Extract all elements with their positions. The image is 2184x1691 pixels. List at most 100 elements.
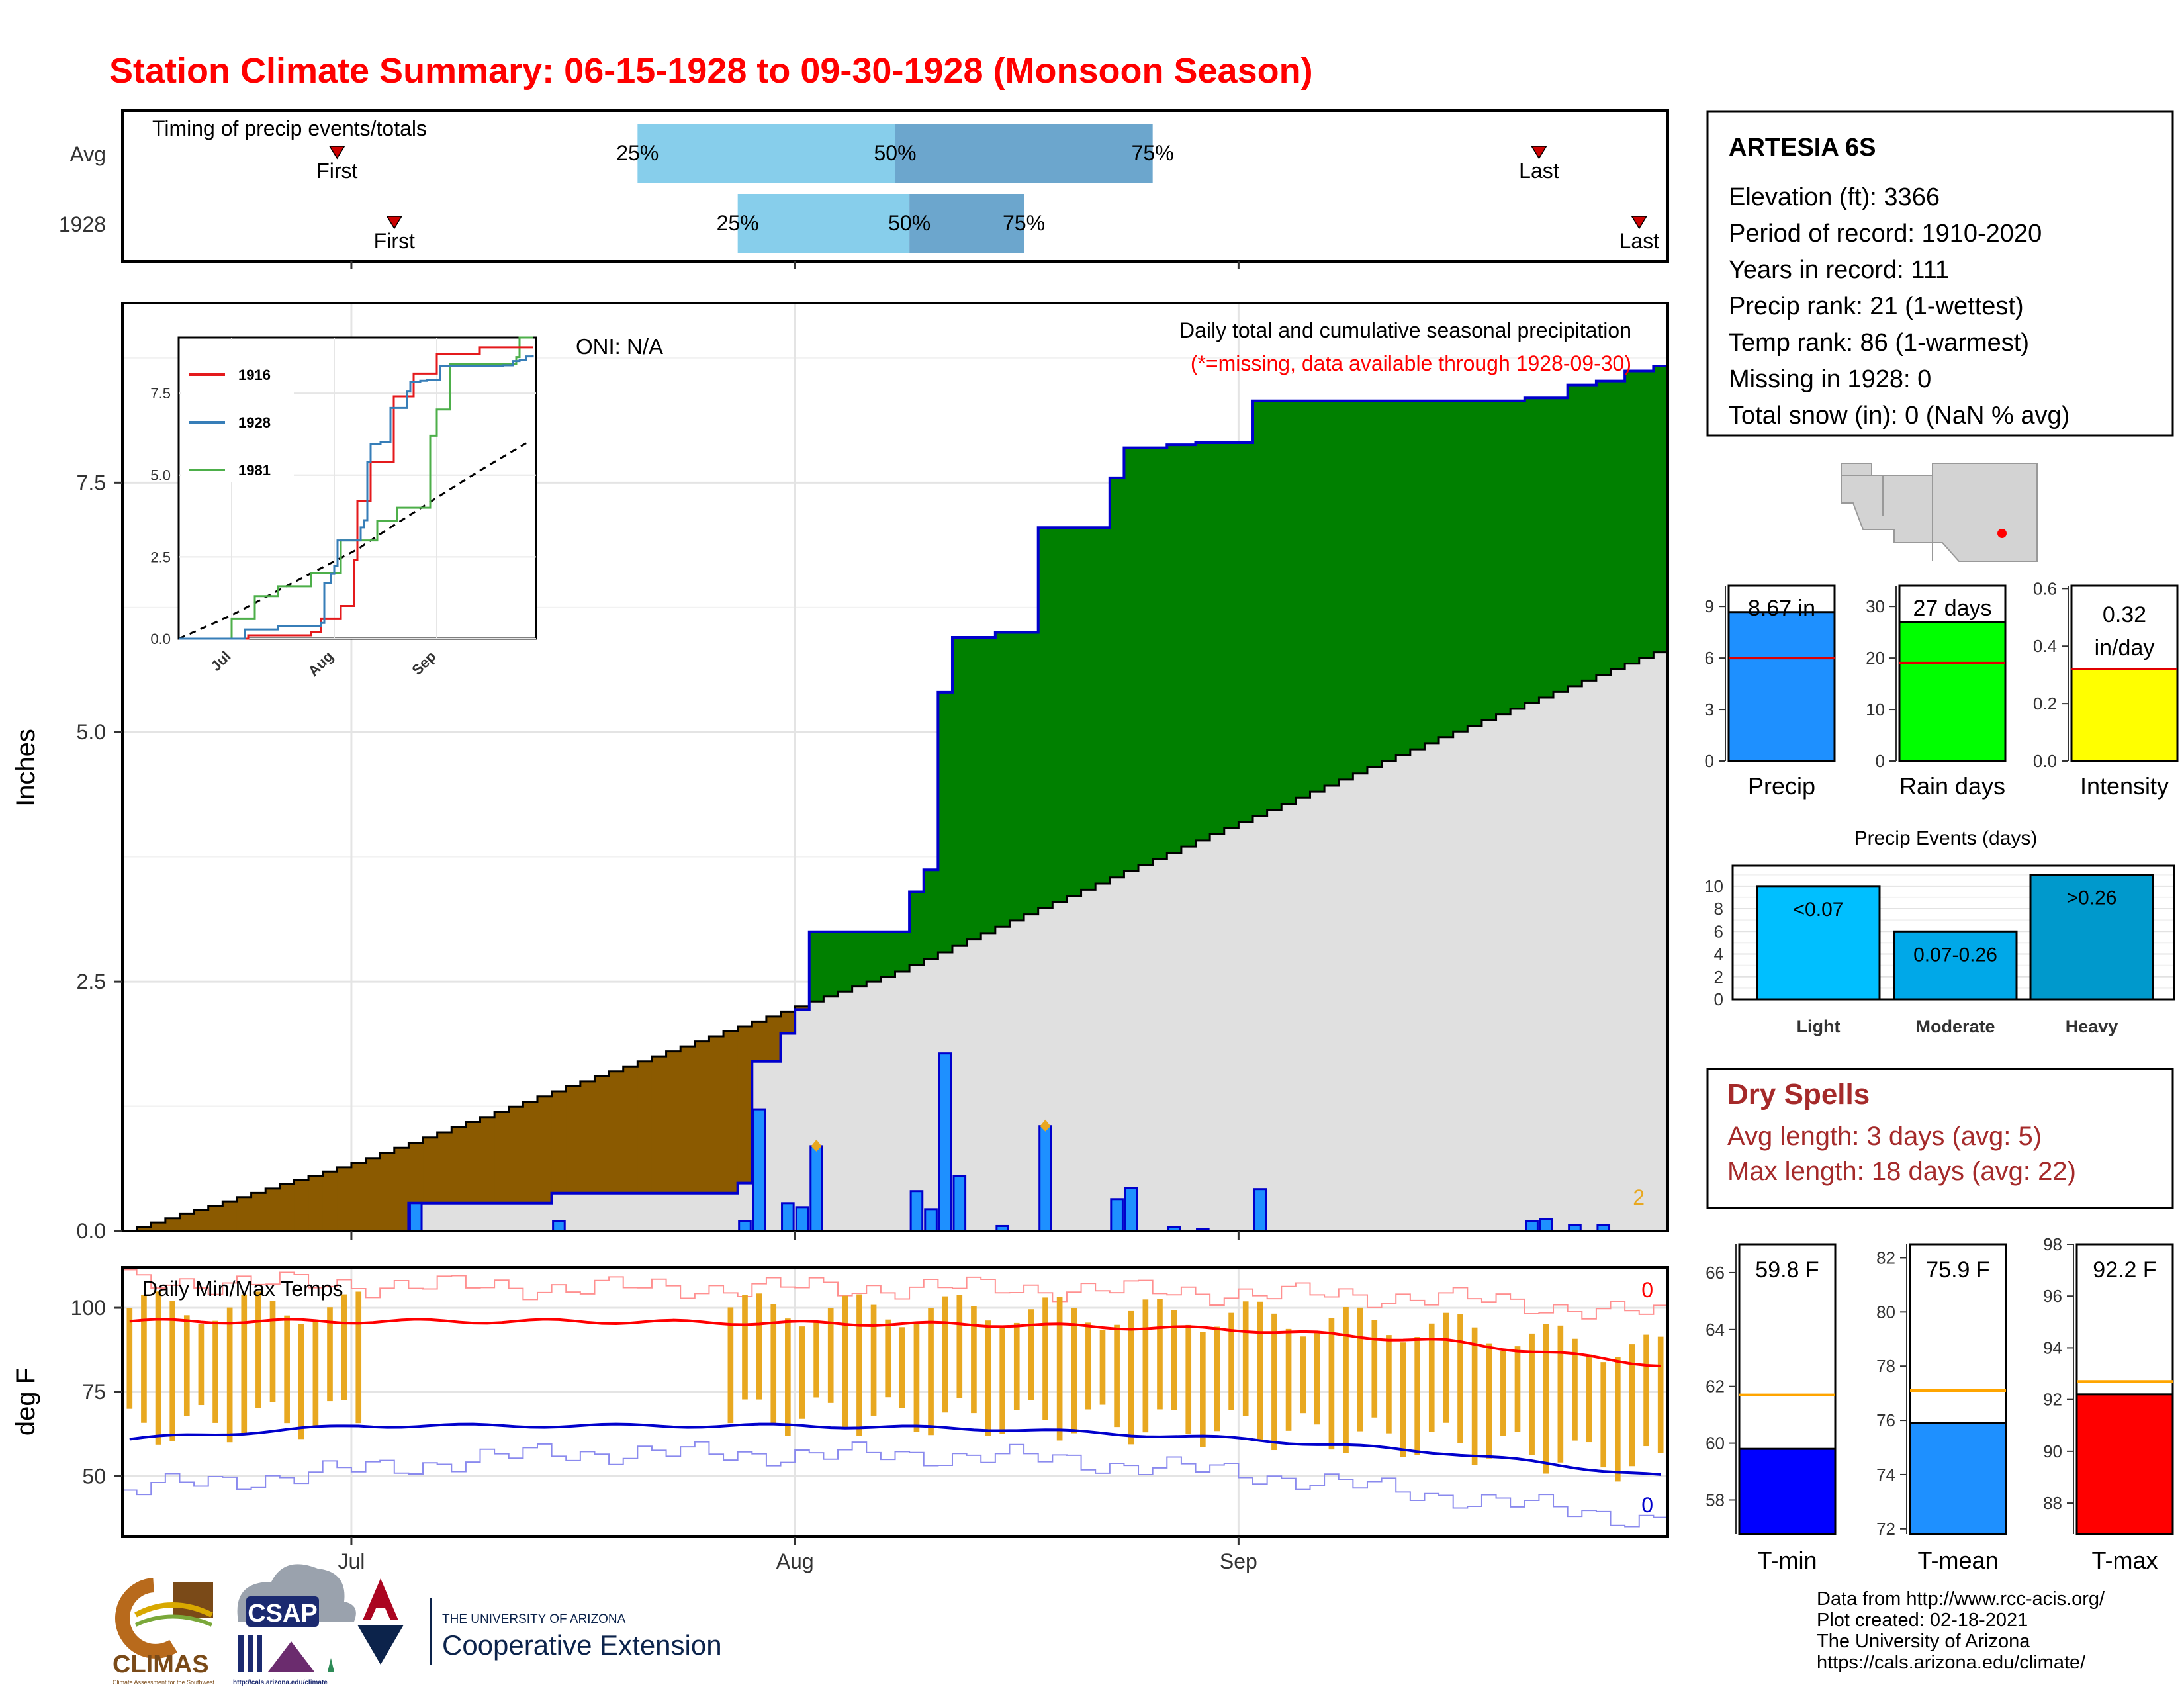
surplus-area bbox=[938, 692, 953, 952]
summary-label: Intensity bbox=[2080, 772, 2169, 800]
surplus-area bbox=[1267, 400, 1282, 810]
daily-temp-bar bbox=[1200, 1332, 1206, 1447]
deficit-area bbox=[780, 1011, 796, 1034]
deficit-area bbox=[737, 1026, 752, 1183]
station-name: ARTESIA 6S bbox=[1729, 134, 1876, 161]
summary-value-label-2: in/day bbox=[2095, 635, 2155, 661]
daily-temp-bar bbox=[298, 1324, 304, 1440]
daily-temp-bar bbox=[1572, 1338, 1578, 1441]
daily-temp-bar bbox=[1028, 1309, 1034, 1400]
surplus-area bbox=[1353, 400, 1368, 774]
temp-summary-value-label: 75.9 F bbox=[1926, 1257, 1989, 1283]
climatology-line bbox=[122, 651, 1668, 1232]
daily-temp-bar bbox=[1343, 1306, 1349, 1453]
deficit-area bbox=[666, 1051, 681, 1193]
ua-name: THE UNIVERSITY OF ARIZONA bbox=[442, 1612, 626, 1626]
deficit-area bbox=[465, 1122, 481, 1203]
daily-precip-bar bbox=[781, 1202, 795, 1232]
deficit-area bbox=[766, 1016, 782, 1062]
deficit-area bbox=[537, 1096, 553, 1203]
daily-temp-bar bbox=[870, 1304, 877, 1416]
events-range-label: <0.07 bbox=[1794, 899, 1844, 921]
deficit-area bbox=[265, 1188, 281, 1231]
deficit-area bbox=[222, 1201, 238, 1231]
deficit-area bbox=[151, 1222, 166, 1231]
deficit-area bbox=[236, 1197, 252, 1231]
temp-summary-value-bar bbox=[1909, 1422, 2007, 1535]
temp-summary-label: T-min bbox=[1758, 1547, 1817, 1574]
daily-temp-bar bbox=[928, 1308, 934, 1436]
first-marker bbox=[328, 146, 345, 160]
daily-temp-bar bbox=[169, 1301, 175, 1441]
precip-y-label: Inches bbox=[11, 729, 40, 807]
events-range-label: >0.26 bbox=[2067, 888, 2117, 909]
daily-temp-bar bbox=[312, 1320, 319, 1426]
surplus-area bbox=[1281, 400, 1297, 804]
climatology-area bbox=[122, 652, 1668, 1231]
daily-temp-bar bbox=[1615, 1357, 1621, 1482]
events-tick-label: 4 bbox=[1714, 944, 1723, 964]
surplus-area bbox=[1295, 400, 1311, 798]
daily-temp-bar bbox=[956, 1295, 963, 1398]
daily-temp-bar bbox=[785, 1318, 791, 1436]
temp-summary-label: T-mean bbox=[1917, 1547, 1998, 1574]
summary-bars: 0 3 6 9 8.67 in Precip 0 10 20 30 27 days Rain days… bbox=[1705, 578, 2179, 800]
event-marker bbox=[811, 1139, 822, 1152]
dry-title: Dry Spells bbox=[1727, 1078, 1870, 1111]
timing-p25-label: 25% bbox=[616, 141, 659, 165]
timing-p50-label: 50% bbox=[874, 141, 916, 165]
surplus-area bbox=[1439, 400, 1454, 737]
credit-line: The University of Arizona bbox=[1817, 1631, 2030, 1652]
daily-temp-bar bbox=[770, 1304, 777, 1424]
daily-precip-bar bbox=[924, 1208, 938, 1232]
precip-caption: Daily total and cumulative seasonal prec… bbox=[1179, 318, 1631, 342]
daily-temp-bar bbox=[1314, 1331, 1320, 1425]
deficit-area bbox=[279, 1184, 295, 1231]
surplus-area bbox=[852, 931, 867, 987]
inset-y-tick-label: 2.5 bbox=[150, 549, 171, 565]
last-marker bbox=[1531, 146, 1547, 160]
surplus-area bbox=[1324, 400, 1340, 786]
deficit-area bbox=[551, 1091, 567, 1193]
climas-logo: CLIMAS Climate Assessment for the Southw… bbox=[113, 1578, 215, 1686]
station-info-line: Precip rank: 21 (1-wettest) bbox=[1729, 293, 2024, 320]
oni-label: ONI: N/A bbox=[576, 334, 663, 359]
daily-temp-bar bbox=[141, 1295, 147, 1423]
timing-box-lower bbox=[737, 194, 910, 253]
surplus-area bbox=[1510, 400, 1525, 709]
avg-min-line bbox=[129, 1422, 1661, 1476]
corner-count: 2 bbox=[1633, 1185, 1645, 1209]
precip-frame bbox=[121, 302, 1669, 1232]
missing-note: (*=missing, data available through 1928-… bbox=[1191, 351, 1631, 375]
surplus-area bbox=[866, 931, 882, 982]
deficit-area bbox=[408, 1142, 424, 1203]
surplus-area bbox=[1567, 385, 1582, 686]
timing-p75-label: 75% bbox=[1003, 211, 1045, 235]
temperature-panel: deg F Daily Min/Max Temps 0 0 50 75 100 Ju… bbox=[11, 1231, 1669, 1573]
temp-y-tick-label: 75 bbox=[82, 1380, 106, 1404]
inset-y-tick-label: 5.0 bbox=[150, 467, 171, 484]
summary-tick-label: 30 bbox=[1866, 596, 1885, 616]
first-label: First bbox=[316, 159, 357, 183]
surplus-area bbox=[1582, 385, 1597, 681]
surplus-area bbox=[1610, 381, 1625, 670]
temp-summary-tick-label: 74 bbox=[1876, 1465, 1895, 1485]
daily-precip-bar bbox=[752, 1108, 766, 1232]
deficit-area bbox=[423, 1137, 438, 1203]
daily-temp-bar bbox=[899, 1327, 905, 1408]
daily-temp-bar bbox=[1386, 1335, 1392, 1434]
events-tick-label: 0 bbox=[1714, 989, 1723, 1009]
temp-y-label: deg F bbox=[11, 1368, 40, 1436]
max-count: 0 bbox=[1641, 1278, 1653, 1302]
station-info-line: Period of record: 1910-2020 bbox=[1729, 220, 2042, 248]
summary-value-bar bbox=[1727, 611, 1836, 762]
deficit-area bbox=[380, 1152, 395, 1231]
precip-y-tick-label: 0.0 bbox=[77, 1219, 106, 1243]
deficit-area bbox=[523, 1101, 538, 1203]
csap-logo: CSAP http://cals.arizona.edu/climate bbox=[233, 1564, 356, 1686]
inset-y-tick-label: 7.5 bbox=[150, 385, 171, 402]
station-info-line: Temp rank: 86 (1-warmest) bbox=[1729, 329, 2029, 357]
temp-summary-tick-label: 66 bbox=[1706, 1263, 1725, 1283]
timing-p50-label: 50% bbox=[888, 211, 931, 235]
